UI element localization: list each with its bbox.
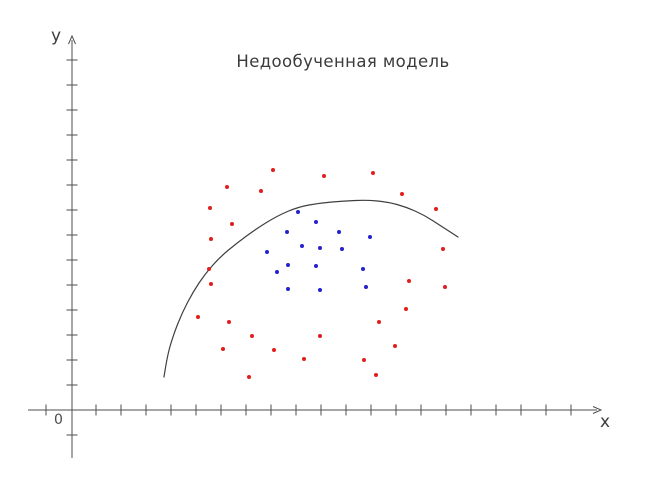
- red-class-points: [377, 320, 381, 324]
- red-class-points: [221, 347, 225, 351]
- red-class-points: [434, 207, 438, 211]
- blue-class-points: [275, 270, 279, 274]
- blue-class-points: [265, 250, 269, 254]
- red-class-points: [225, 185, 229, 189]
- origin-label: 0: [54, 412, 63, 428]
- red-class-points: [208, 206, 212, 210]
- blue-class-points: [318, 246, 322, 250]
- red-class-points: [271, 168, 275, 172]
- red-class-points: [393, 344, 397, 348]
- red-class-points: [209, 282, 213, 286]
- blue-class-points: [314, 220, 318, 224]
- red-class-points: [272, 348, 276, 352]
- red-class-points: [302, 357, 306, 361]
- x-axis-label: x: [600, 412, 611, 432]
- blue-class-points: [318, 288, 322, 292]
- blue-class-points: [337, 230, 341, 234]
- blue-class-points: [300, 244, 304, 248]
- blue-class-points: [368, 235, 372, 239]
- blue-class-points: [361, 267, 365, 271]
- blue-class-points: [285, 230, 289, 234]
- red-class-points: [407, 279, 411, 283]
- red-class-points: [196, 315, 200, 319]
- x-axis-arrow-icon: [592, 406, 603, 414]
- red-class-points: [362, 358, 366, 362]
- red-class-points: [318, 334, 322, 338]
- red-class-points: [371, 171, 375, 175]
- blue-class-points: [314, 264, 318, 268]
- chart-title: Недообученная модель: [236, 52, 450, 71]
- blue-class-points: [364, 285, 368, 289]
- red-class-points: [322, 174, 326, 178]
- y-axis-arrow-icon: [68, 34, 76, 45]
- blue-class-points: [296, 210, 300, 214]
- red-class-points: [230, 222, 234, 226]
- red-class-points: [374, 373, 378, 377]
- underfit-boundary-curve: [163, 199, 459, 378]
- blue-class-points: [286, 263, 290, 267]
- red-class-points: [443, 285, 447, 289]
- red-class-points: [259, 189, 263, 193]
- blue-class-points: [340, 247, 344, 251]
- red-class-points: [227, 320, 231, 324]
- y-axis-label: y: [51, 26, 62, 46]
- red-class-points: [441, 247, 445, 251]
- red-class-points: [250, 334, 254, 338]
- red-class-points: [207, 267, 211, 271]
- red-class-points: [209, 237, 213, 241]
- red-class-points: [400, 192, 404, 196]
- red-class-points: [404, 307, 408, 311]
- blue-class-points: [286, 287, 290, 291]
- red-class-points: [247, 375, 251, 379]
